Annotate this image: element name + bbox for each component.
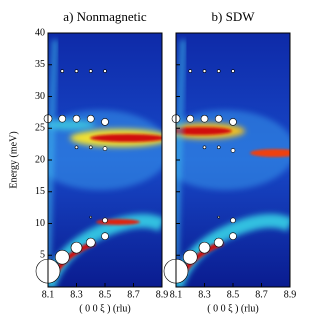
y-axis-label: Energy (meV) xyxy=(8,131,19,188)
point xyxy=(102,146,108,151)
point xyxy=(85,237,96,248)
point xyxy=(74,69,79,73)
x-tick-label: 8.3 xyxy=(70,289,83,300)
point xyxy=(54,249,70,265)
point xyxy=(216,69,221,73)
x-axis-label: ( 0 0 ξ ) (rlu) xyxy=(79,303,130,314)
x-tick-label: 8.3 xyxy=(198,289,211,300)
point xyxy=(213,237,224,248)
x-tick-label: 8.7 xyxy=(255,289,268,300)
y-tick-label: 35 xyxy=(35,59,45,70)
y-tick-label: 25 xyxy=(35,123,45,134)
point xyxy=(216,145,221,150)
point xyxy=(214,114,223,123)
point xyxy=(198,241,211,254)
panel-title: b) SDW xyxy=(212,9,256,24)
x-axis-label: ( 0 0 ξ ) (rlu) xyxy=(207,303,258,314)
point xyxy=(74,145,79,150)
point xyxy=(188,69,193,73)
point xyxy=(217,215,221,219)
x-tick-label: 8.9 xyxy=(284,289,297,300)
point xyxy=(202,145,207,150)
x-tick-label: 8.5 xyxy=(99,289,112,300)
y-tick-label: 10 xyxy=(35,218,45,229)
point xyxy=(103,69,107,73)
point xyxy=(231,69,235,73)
point xyxy=(58,114,67,123)
point xyxy=(70,241,83,254)
y-tick-label: 5 xyxy=(40,250,45,261)
y-tick-label: 30 xyxy=(35,91,45,102)
point xyxy=(88,69,93,73)
y-tick-label: 15 xyxy=(35,186,45,197)
point xyxy=(202,69,207,73)
x-tick-label: 8.9 xyxy=(156,289,169,300)
point xyxy=(72,114,81,123)
point xyxy=(88,145,93,150)
point xyxy=(101,232,109,240)
point xyxy=(200,114,209,123)
x-tick-label: 8.1 xyxy=(42,289,55,300)
x-tick-label: 8.5 xyxy=(227,289,240,300)
point xyxy=(89,215,93,219)
point xyxy=(101,118,109,126)
point xyxy=(86,114,95,123)
point xyxy=(229,118,237,126)
panel-title: a) Nonmagnetic xyxy=(63,9,147,24)
point xyxy=(182,249,198,265)
x-tick-label: 8.7 xyxy=(127,289,140,300)
point xyxy=(230,148,236,153)
y-tick-label: 20 xyxy=(35,154,45,165)
point xyxy=(60,69,65,73)
point xyxy=(102,217,108,224)
point xyxy=(229,232,237,240)
point xyxy=(186,114,195,123)
y-tick-label: 40 xyxy=(35,27,45,38)
x-tick-label: 8.1 xyxy=(170,289,183,300)
point xyxy=(230,217,236,224)
